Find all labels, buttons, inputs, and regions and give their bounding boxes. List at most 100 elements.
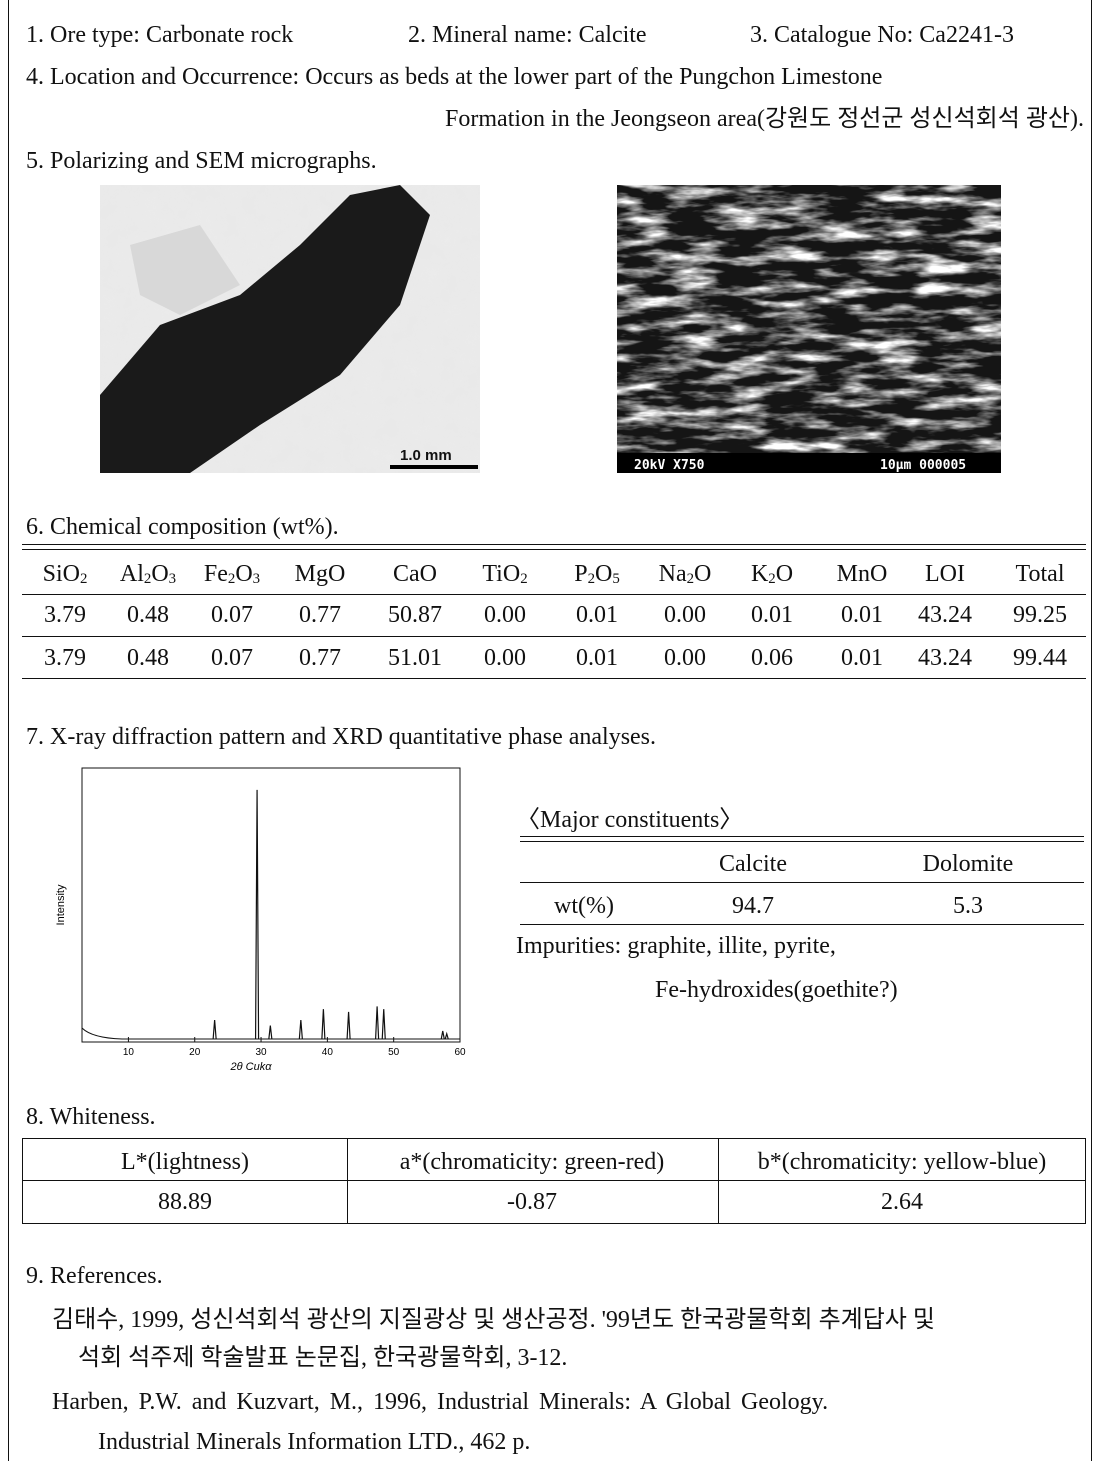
peak: [347, 1012, 350, 1039]
cell: 0.01: [841, 603, 883, 627]
table-rule: [22, 1180, 1086, 1181]
cell: 3.79: [44, 603, 86, 627]
table-rule: [718, 1138, 719, 1223]
column-header: L*(lightness): [121, 1150, 249, 1174]
peak: [256, 790, 259, 1039]
column-header: P2O5: [574, 562, 620, 587]
polarizing-micrograph: [100, 185, 480, 473]
location: Formation in the Jeongseon area(강원도 정선군 …: [445, 107, 1084, 131]
cell: 0.48: [127, 603, 169, 627]
border-right: [1091, 0, 1092, 1461]
cell: 0.01: [751, 603, 793, 627]
cell: 99.44: [1013, 646, 1067, 670]
x-axis-label: 2θ Cukα: [230, 1061, 273, 1073]
impurities: Impurities: graphite, illite, pyrite,: [516, 934, 836, 958]
cell: 0.06: [751, 646, 793, 670]
column-header: Al2O3: [120, 562, 176, 587]
reference: Harben, P.W. and Kuzvart, M., 1996, Indu…: [52, 1390, 828, 1414]
table-rule: [520, 836, 1084, 837]
section-title: 9. References.: [26, 1264, 163, 1288]
catalogue-no: 3. Catalogue No: Ca2241-3: [750, 23, 1014, 47]
sem-label: 20kV X750: [634, 459, 704, 472]
table-rule: [22, 594, 1086, 595]
cell: 0.01: [841, 646, 883, 670]
table-rule: [520, 924, 1084, 925]
table-title: 〈Major constituents〉: [516, 808, 743, 832]
cell: 0.01: [576, 646, 618, 670]
column-header: Calcite: [719, 852, 787, 876]
cell: 3.79: [44, 646, 86, 670]
cell: 50.87: [388, 603, 442, 627]
cell: 0.00: [484, 603, 526, 627]
cell: 0.00: [664, 646, 706, 670]
table-rule: [22, 636, 1086, 637]
section-title: 6. Chemical composition (wt%).: [26, 515, 339, 539]
reference: 석회 석주제 학술발표 논문집, 한국광물학회, 3-12.: [78, 1346, 567, 1370]
column-header: K2O: [751, 562, 793, 587]
column-header: Total: [1016, 562, 1065, 586]
cell: 88.89: [158, 1190, 212, 1214]
reference: Industrial Minerals Information LTD., 46…: [98, 1430, 530, 1454]
x-tick-label: 50: [388, 1047, 400, 1058]
cell: 5.3: [953, 894, 983, 918]
section-title: 7. X-ray diffraction pattern and XRD qua…: [26, 725, 656, 749]
table-rule: [520, 841, 1084, 842]
xrd-chart: 10 20 30 40 50 60 2θ Cukα Intensity: [40, 760, 480, 1080]
column-header: Dolomite: [923, 852, 1014, 876]
peak: [445, 1034, 448, 1039]
cell: 0.01: [576, 603, 618, 627]
column-header: MgO: [295, 562, 346, 586]
sem-label: 10μm 000005: [880, 459, 966, 472]
table-rule: [22, 544, 1086, 545]
column-header: a*(chromaticity: green-red): [400, 1150, 665, 1174]
peak: [322, 1009, 325, 1039]
x-tick-label: 60: [454, 1047, 466, 1058]
peak: [376, 1006, 379, 1039]
x-tick-label: 20: [189, 1047, 201, 1058]
cell: 43.24: [918, 603, 972, 627]
plot-frame: [82, 768, 460, 1042]
cell: 0.77: [299, 646, 341, 670]
cell: 0.07: [211, 646, 253, 670]
peak: [213, 1020, 216, 1039]
column-header: TiO2: [482, 562, 527, 587]
cell: 0.00: [484, 646, 526, 670]
x-tick-label: 10: [123, 1047, 135, 1058]
column-header: Na2O: [659, 562, 712, 587]
column-header: SiO2: [43, 562, 88, 587]
peak: [441, 1031, 444, 1039]
cell: 43.24: [918, 646, 972, 670]
scale-bar-label: 1.0 mm: [400, 448, 452, 463]
x-tick-label: 30: [255, 1047, 267, 1058]
cell: 0.48: [127, 646, 169, 670]
section-title: 5. Polarizing and SEM micrographs.: [26, 149, 377, 173]
cell: 0.77: [299, 603, 341, 627]
location: 4. Location and Occurrence: Occurs as be…: [26, 65, 882, 89]
cell: -0.87: [507, 1190, 557, 1214]
column-header: MnO: [837, 562, 888, 586]
impurities: Fe-hydroxides(goethite?): [655, 978, 898, 1002]
reference: 김태수, 1999, 성신석회석 광산의 지질광상 및 생산공정. '99년도 …: [52, 1308, 935, 1332]
mineral-name: 2. Mineral name: Calcite: [408, 23, 647, 47]
table-rule: [22, 678, 1086, 679]
border-left: [8, 0, 9, 1461]
cell: 94.7: [732, 894, 774, 918]
cell: 0.00: [664, 603, 706, 627]
cell: 2.64: [881, 1190, 923, 1214]
table-rule: [520, 882, 1084, 883]
section-title: 8. Whiteness.: [26, 1105, 156, 1129]
column-header: CaO: [393, 562, 437, 586]
row-label: wt(%): [554, 894, 614, 918]
page: 1. Ore type: Carbonate rock 2. Mineral n…: [0, 0, 1094, 1461]
cell: 99.25: [1013, 603, 1067, 627]
column-header: b*(chromaticity: yellow-blue): [758, 1150, 1047, 1174]
y-axis-label: Intensity: [55, 884, 67, 925]
column-header: Fe2O3: [204, 562, 260, 587]
peak: [269, 1026, 272, 1039]
table-rule: [347, 1138, 348, 1223]
table-rule: [22, 549, 1086, 550]
x-tick-label: 40: [322, 1047, 334, 1058]
peak: [382, 1009, 385, 1039]
sem-micrograph: [617, 185, 1001, 473]
peak: [299, 1020, 302, 1039]
